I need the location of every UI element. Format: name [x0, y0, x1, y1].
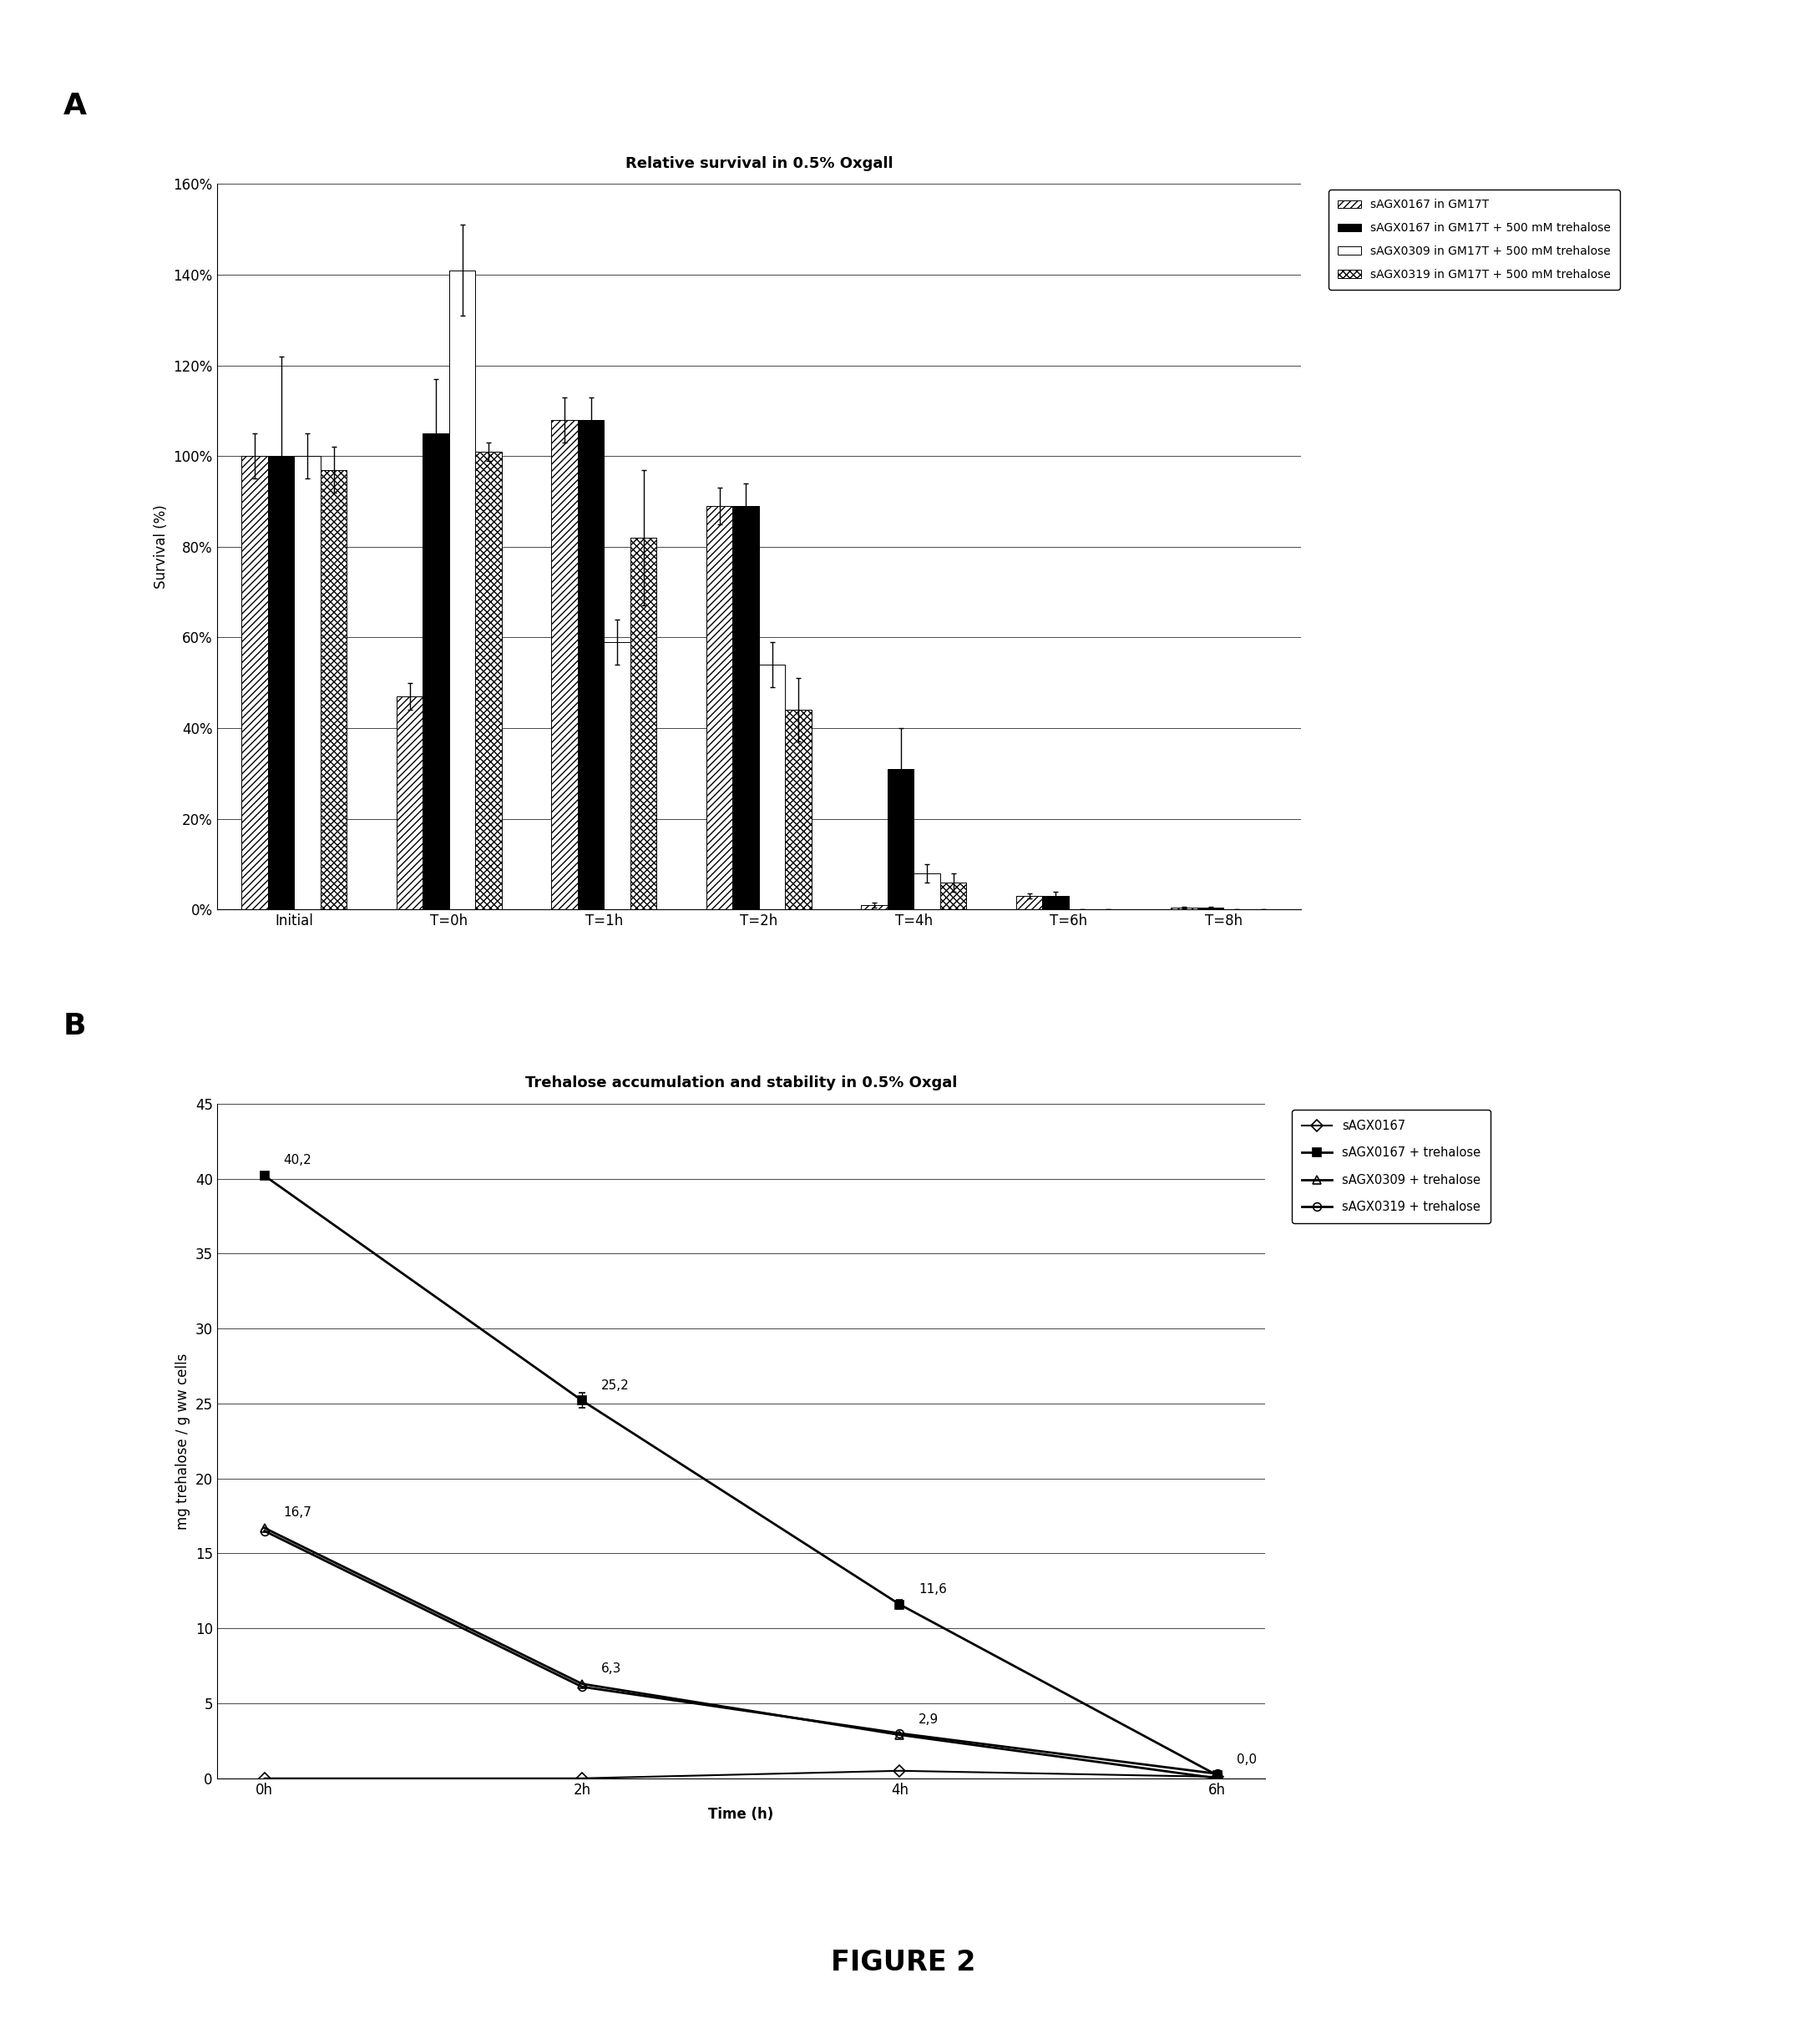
Text: 0,0: 0,0: [1236, 1754, 1256, 1766]
Bar: [578, 419, 604, 910]
Bar: [732, 507, 759, 910]
Bar: [914, 873, 940, 910]
Bar: [631, 538, 656, 910]
Text: 2,9: 2,9: [918, 1713, 940, 1725]
Y-axis label: mg trehalose / g ww cells: mg trehalose / g ww cells: [175, 1353, 190, 1529]
Bar: [423, 433, 450, 910]
Text: 25,2: 25,2: [602, 1380, 629, 1392]
Text: 11,6: 11,6: [918, 1582, 947, 1596]
Bar: [320, 470, 347, 910]
Bar: [267, 456, 295, 910]
Bar: [862, 905, 887, 910]
Bar: [1198, 908, 1223, 910]
Bar: [1171, 908, 1198, 910]
Text: B: B: [63, 1012, 87, 1040]
Title: Relative survival in 0.5% Oxgall: Relative survival in 0.5% Oxgall: [625, 155, 893, 172]
Bar: [396, 697, 423, 910]
Bar: [1043, 895, 1068, 910]
Bar: [450, 270, 475, 910]
Bar: [786, 709, 811, 910]
Bar: [940, 883, 967, 910]
Bar: [887, 769, 914, 910]
X-axis label: Time (h): Time (h): [708, 1807, 773, 1821]
Bar: [475, 452, 502, 910]
Bar: [1016, 895, 1043, 910]
Bar: [242, 456, 267, 910]
Text: 40,2: 40,2: [284, 1155, 313, 1167]
Text: 6,3: 6,3: [602, 1662, 622, 1674]
Text: A: A: [63, 92, 87, 121]
Bar: [707, 507, 732, 910]
Bar: [551, 419, 578, 910]
Title: Trehalose accumulation and stability in 0.5% Oxgal: Trehalose accumulation and stability in …: [524, 1075, 958, 1091]
Text: FIGURE 2: FIGURE 2: [831, 1948, 976, 1977]
Bar: [759, 664, 786, 910]
Bar: [604, 642, 631, 910]
Y-axis label: Survival (%): Survival (%): [154, 505, 168, 589]
Text: 16,7: 16,7: [284, 1506, 313, 1519]
Legend: sAGX0167, sAGX0167 + trehalose, sAGX0309 + trehalose, sAGX0319 + trehalose: sAGX0167, sAGX0167 + trehalose, sAGX0309…: [1292, 1110, 1491, 1222]
Bar: [295, 456, 320, 910]
Legend: sAGX0167 in GM17T, sAGX0167 in GM17T + 500 mM trehalose, sAGX0309 in GM17T + 500: sAGX0167 in GM17T, sAGX0167 in GM17T + 5…: [1328, 190, 1619, 290]
